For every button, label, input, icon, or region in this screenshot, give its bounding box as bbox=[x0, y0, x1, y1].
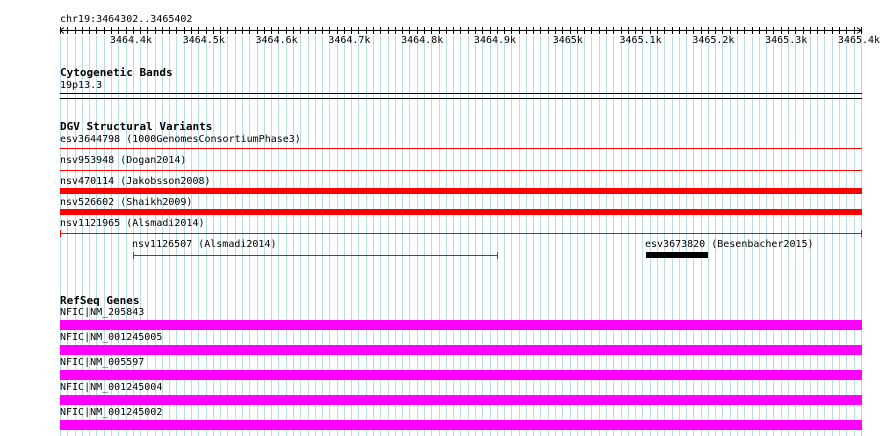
dgv-feature-label[interactable]: nsv526602 (Shaikh2009) bbox=[60, 197, 193, 208]
dgv-feature-label[interactable]: esv3673820 (Besenbacher2015) bbox=[645, 239, 814, 250]
dgv-feature-line[interactable] bbox=[60, 148, 862, 149]
gene-bar[interactable] bbox=[60, 420, 862, 430]
ruler-tick-label: 3465k bbox=[552, 35, 583, 46]
ruler-coordinates: chr19:3464302..3465402 bbox=[60, 14, 193, 25]
dgv-feature-line[interactable] bbox=[133, 255, 498, 256]
dgv-feature-label[interactable]: nsv470114 (Jakobsson2008) bbox=[60, 176, 211, 187]
gene-label[interactable]: NFIC|NM_001245002 bbox=[60, 407, 163, 418]
dgv-feature-label[interactable]: nsv953948 (Dogan2014) bbox=[60, 155, 187, 166]
cytoband-line-top bbox=[60, 93, 862, 94]
ruler-tick-label: 3465.3k bbox=[765, 35, 808, 46]
dgv-feature-line[interactable] bbox=[60, 170, 862, 171]
cytobands-track-title: Cytogenetic Bands bbox=[60, 66, 173, 79]
dgv-feature-endcap bbox=[497, 252, 498, 259]
refseq-track-title: RefSeq Genes bbox=[60, 294, 140, 307]
cytoband-line-bottom bbox=[60, 98, 862, 99]
ruler-tick-label: 3465.2k bbox=[692, 35, 735, 46]
gene-bar[interactable] bbox=[60, 370, 862, 380]
dgv-feature-endcap bbox=[60, 230, 61, 237]
gene-bar[interactable] bbox=[60, 320, 862, 330]
dgv-feature-line[interactable] bbox=[60, 233, 862, 234]
ruler-tick-label: 3464.4k bbox=[109, 35, 153, 46]
gene-label[interactable]: NFIC|NM_005597 bbox=[60, 357, 145, 368]
dgv-feature-label[interactable]: esv3644798 (1000GenomesConsortiumPhase3) bbox=[60, 134, 301, 145]
ruler-tick-label: 3464.5k bbox=[182, 35, 225, 46]
dgv-feature-label[interactable]: nsv1121965 (Alsmadi2014) bbox=[60, 218, 205, 229]
gene-label[interactable]: NFIC|NM_001245005 bbox=[60, 332, 163, 343]
dgv-feature-bar[interactable] bbox=[646, 252, 708, 258]
right-arrow-icon bbox=[856, 27, 862, 34]
ruler-axis bbox=[59, 26, 862, 36]
ruler-tick-label: 3464.7k bbox=[328, 35, 371, 46]
gene-bar[interactable] bbox=[60, 395, 862, 405]
dgv-feature-endcap bbox=[861, 230, 862, 237]
gene-label[interactable]: NFIC|NM_001245004 bbox=[60, 382, 163, 393]
gene-bar[interactable] bbox=[60, 345, 862, 355]
dgv-feature-endcap bbox=[133, 252, 134, 259]
ruler-tick-label: 3464.6k bbox=[255, 35, 298, 46]
dgv-feature-bar[interactable] bbox=[60, 188, 862, 194]
dgv-feature-label[interactable]: nsv1126507 (Alsmadi2014) bbox=[132, 239, 277, 250]
gene-label[interactable]: NFIC|NM_205843 bbox=[60, 307, 145, 318]
ruler-tick-label: 3464.8k bbox=[401, 35, 444, 46]
left-arrow-icon bbox=[59, 27, 65, 34]
dgv-track-title: DGV Structural Variants bbox=[60, 120, 213, 133]
ruler-tick-label: 3465.1k bbox=[619, 35, 662, 46]
dgv-feature-bar[interactable] bbox=[60, 209, 862, 215]
ruler-tick-label: 3464.9k bbox=[473, 35, 517, 46]
ruler-tick-label: 3465.4k bbox=[837, 35, 881, 46]
cytoband-label: 19p13.3 bbox=[60, 80, 103, 91]
